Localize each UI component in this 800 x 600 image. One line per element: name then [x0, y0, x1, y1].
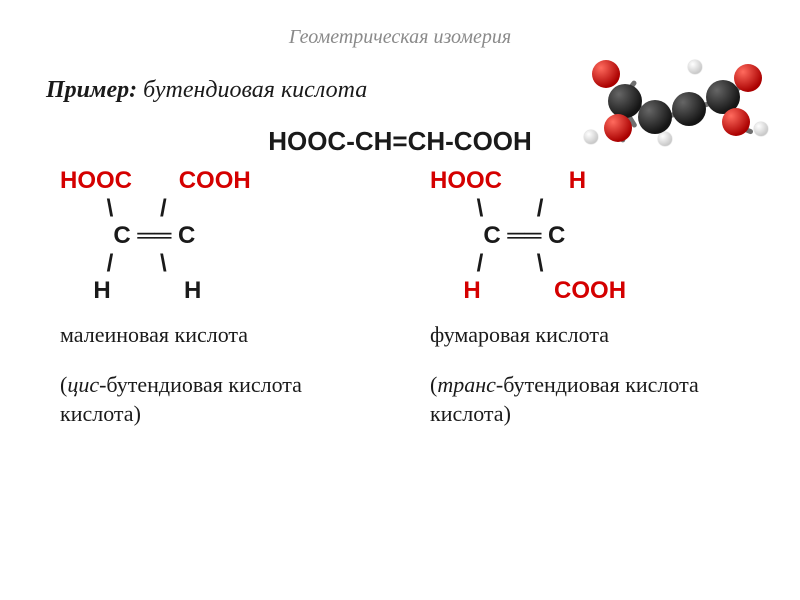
compound-name: бутендиовая кислота	[143, 77, 367, 103]
oxygen-atom	[722, 108, 750, 136]
cis-tail: -бутендиовая кислота	[99, 372, 302, 397]
atom-h: H	[93, 277, 110, 304]
group-cooh: COOH	[179, 167, 251, 194]
cis-isomer-block: HOOC COOH \ / C ══ C / \ H H малеиновая …	[60, 167, 390, 429]
carbon-atom	[608, 84, 642, 118]
isomer-row: HOOC COOH \ / C ══ C / \ H H малеиновая …	[0, 157, 800, 429]
molecule-3d-model	[582, 38, 772, 158]
trans-desc: (транс-бутендиовая кислотакислота)	[430, 370, 699, 429]
double-bond: C ══ C	[113, 222, 195, 249]
group-hooc: HOOC	[430, 167, 502, 194]
example-label: Пример:	[46, 77, 137, 103]
hydrogen-atom	[584, 130, 598, 144]
carbon-atom	[638, 100, 672, 134]
atom-h: H	[463, 277, 480, 304]
cis-name: малеиновая кислота	[60, 321, 248, 350]
hydrogen-atom	[658, 132, 672, 146]
hydrogen-atom	[754, 122, 768, 136]
trans-name: фумаровая кислота	[430, 321, 609, 350]
hydrogen-atom	[688, 60, 702, 74]
oxygen-atom	[592, 60, 620, 88]
trans-tail: -бутендиовая кислота	[496, 372, 699, 397]
group-hooc: HOOC	[60, 167, 132, 194]
group-cooh: COOH	[554, 277, 626, 304]
double-bond: C ══ C	[483, 222, 565, 249]
cis-desc: (цис-бутендиовая кислотакислота)	[60, 370, 302, 429]
trans-isomer-block: HOOC H \ / C ══ C / \ H COOH фумаровая к…	[430, 167, 760, 429]
oxygen-atom	[734, 64, 762, 92]
cis-prefix: цис	[67, 372, 99, 397]
atom-h: H	[184, 277, 201, 304]
carbon-atom	[672, 92, 706, 126]
cis-structural-formula: HOOC COOH \ / C ══ C / \ H H	[60, 167, 251, 305]
atom-h: H	[569, 167, 586, 194]
trans-structural-formula: HOOC H \ / C ══ C / \ H COOH	[430, 167, 626, 305]
oxygen-atom	[604, 114, 632, 142]
trans-prefix: транс	[437, 372, 496, 397]
